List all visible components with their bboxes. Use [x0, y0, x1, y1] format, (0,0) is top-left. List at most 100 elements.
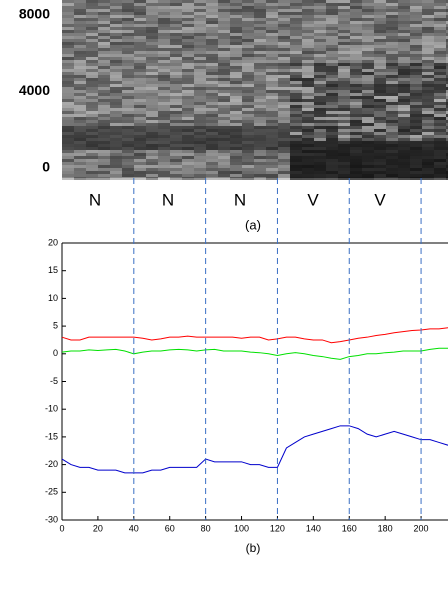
spectrogram-texture	[206, 162, 218, 165]
spectrogram-texture	[74, 57, 86, 60]
spectrogram-texture	[290, 114, 302, 117]
spectrogram-texture	[362, 117, 374, 120]
spectrogram-texture	[362, 114, 374, 117]
spectrogram-texture	[398, 87, 410, 90]
spectrogram-texture	[62, 84, 74, 87]
spectrogram-texture	[134, 75, 146, 78]
spectrogram-texture	[254, 48, 266, 51]
spectrogram-texture	[422, 69, 434, 72]
spectrogram-texture	[98, 102, 110, 105]
spectrogram-texture	[230, 90, 242, 93]
spectrogram-texture	[422, 138, 434, 141]
spectrogram-texture	[278, 138, 290, 141]
spectrogram-texture	[302, 99, 314, 102]
spectrogram-texture	[254, 117, 266, 120]
spectrogram-texture	[134, 114, 146, 117]
spectrogram-texture	[194, 27, 206, 30]
spectrogram-texture	[146, 57, 158, 60]
spectrogram-texture	[62, 24, 74, 27]
segment-label: V	[374, 190, 386, 209]
spectrogram-texture	[182, 162, 194, 165]
spectrogram-texture	[134, 36, 146, 39]
spectrogram-texture	[182, 159, 194, 162]
spectrogram-texture	[290, 129, 302, 132]
spectrogram-texture	[398, 129, 410, 132]
spectrogram-texture	[122, 30, 134, 33]
spectrogram-texture	[290, 33, 302, 36]
spectrogram-texture	[146, 69, 158, 72]
spectrogram-texture	[242, 45, 254, 48]
spectrogram-texture	[386, 24, 398, 27]
spectrogram-texture	[86, 45, 98, 48]
spectrogram-texture	[194, 102, 206, 105]
spectrogram-texture	[410, 156, 422, 159]
spectrogram-texture	[254, 75, 266, 78]
spectrogram-texture	[266, 141, 278, 144]
spectrogram-texture	[266, 90, 278, 93]
spectrogram-texture	[218, 93, 230, 96]
spectrogram-texture	[122, 78, 134, 81]
spectrogram-texture	[362, 105, 374, 108]
spectrogram-texture	[314, 87, 326, 90]
spectrogram-texture	[290, 84, 302, 87]
spectrogram-texture	[266, 15, 278, 18]
spectrogram-texture	[410, 21, 422, 24]
caption: (a)	[245, 217, 261, 232]
spectrogram-texture	[446, 123, 448, 126]
spectrogram-texture	[314, 93, 326, 96]
spectrogram-texture	[386, 3, 398, 6]
spectrogram-texture	[422, 132, 434, 135]
spectrogram-texture	[170, 66, 182, 69]
spectrogram-texture	[254, 3, 266, 6]
spectrogram-texture	[62, 6, 74, 9]
spectrogram-texture	[146, 27, 158, 30]
spectrogram-texture	[242, 15, 254, 18]
spectrogram-texture	[278, 90, 290, 93]
spectrogram-texture	[254, 162, 266, 165]
spectrogram-texture	[290, 174, 302, 177]
spectrogram-texture	[266, 108, 278, 111]
spectrogram-texture	[362, 6, 374, 9]
spectrogram-texture	[218, 87, 230, 90]
spectrogram-texture	[374, 87, 386, 90]
spectrogram-texture	[398, 54, 410, 57]
spectrogram-texture	[278, 96, 290, 99]
spectrogram-texture	[362, 123, 374, 126]
spectrogram-texture	[110, 132, 122, 135]
spectrogram-texture	[338, 66, 350, 69]
spectrogram-texture	[182, 39, 194, 42]
spectrogram-texture	[422, 18, 434, 21]
spectrogram-texture	[122, 162, 134, 165]
spectrogram-texture	[74, 21, 86, 24]
spectrogram-texture	[134, 78, 146, 81]
spectrogram-texture	[434, 60, 446, 63]
spectrogram-texture	[266, 132, 278, 135]
spectrogram-texture	[218, 144, 230, 147]
spectrogram-texture	[170, 69, 182, 72]
spectrogram-texture	[254, 33, 266, 36]
spectrogram-texture	[290, 153, 302, 156]
spectrogram-texture	[422, 33, 434, 36]
spectrogram-texture	[146, 45, 158, 48]
spectrogram-texture	[314, 60, 326, 63]
spectrogram-texture	[290, 87, 302, 90]
spectrogram-texture	[218, 57, 230, 60]
spectrogram-texture	[98, 135, 110, 138]
spectrogram-texture	[350, 138, 362, 141]
spectrogram-texture	[338, 114, 350, 117]
spectrogram-texture	[362, 9, 374, 12]
spectrogram-texture	[158, 126, 170, 129]
spectrogram-texture	[122, 177, 134, 180]
spectrogram-texture	[158, 165, 170, 168]
spectrogram-texture	[230, 6, 242, 9]
spectrogram-texture	[254, 51, 266, 54]
spectrogram-texture	[326, 108, 338, 111]
spectrogram-texture	[146, 174, 158, 177]
spectrogram-texture	[194, 42, 206, 45]
spectrogram-texture	[98, 138, 110, 141]
spectrogram-texture	[398, 66, 410, 69]
spectrogram-texture	[74, 144, 86, 147]
spectrogram-texture	[374, 129, 386, 132]
spectrogram-texture	[338, 72, 350, 75]
spectrogram-texture	[302, 57, 314, 60]
